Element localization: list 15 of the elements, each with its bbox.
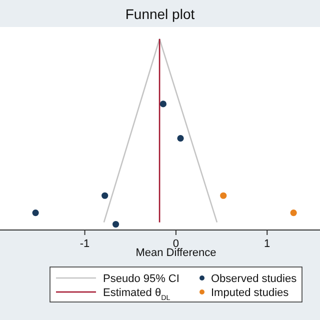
x-tick-label: -1 <box>80 238 90 250</box>
point <box>160 100 166 108</box>
point <box>102 192 108 199</box>
legend-label: Observed studies <box>211 273 298 285</box>
x-tick-label: 1 <box>264 238 270 250</box>
point <box>32 210 39 216</box>
point <box>290 210 297 216</box>
chart-title: Funnel plot <box>125 6 195 22</box>
legend-label: Imputed studies <box>211 287 290 299</box>
legend-label: Pseudo 95% CI <box>103 273 180 285</box>
point <box>112 220 120 228</box>
x-axis-title: Mean Difference <box>136 247 216 259</box>
point <box>220 192 227 199</box>
legend-label: Estimated θ$_{DL}$ <box>103 287 170 302</box>
point <box>177 135 184 142</box>
